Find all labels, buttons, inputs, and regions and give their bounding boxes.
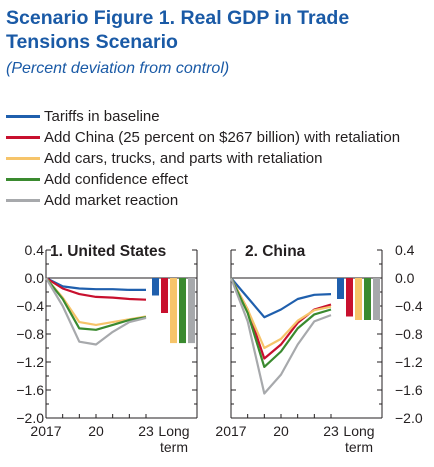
legend-label-cars: Add cars, trucks, and parts with retalia…: [44, 150, 323, 167]
y-tick-label-us: 0.0: [25, 270, 45, 286]
series-line-confidence-china: [230, 277, 332, 368]
legend-swatch-china: [6, 136, 40, 139]
legend-label-market: Add market reaction: [44, 192, 179, 209]
long-term-bar-china-us: [161, 278, 168, 313]
x-tick-label-term-china: term: [345, 439, 373, 455]
y-tick-label-us: −0.8: [16, 326, 44, 342]
y-tick-label-china: 0.4: [395, 242, 415, 258]
series-line-cars-china: [230, 277, 332, 350]
y-tick-label-china: −1.6: [395, 382, 423, 398]
x-tick-label-china: 20: [273, 423, 289, 439]
x-tick-label-long-china: Long: [343, 423, 374, 439]
legend-swatch-cars: [6, 157, 40, 160]
legend-swatch-market: [6, 199, 40, 202]
x-tick-label-term-us: term: [160, 439, 188, 455]
legend: Tariffs in baseline Add China (25 percen…: [6, 106, 434, 211]
series-line-tariffs-china: [230, 277, 332, 319]
legend-item-tariffs: Tariffs in baseline: [6, 106, 434, 127]
y-tick-label-us: −2.0: [16, 410, 44, 426]
long-term-bar-tariffs-china: [337, 278, 344, 299]
y-tick-label-us: 0.4: [25, 242, 45, 258]
series-line-market-china: [229, 277, 332, 395]
x-tick-label-long-us: Long: [158, 423, 189, 439]
long-term-bar-china-china: [346, 278, 353, 317]
legend-item-cars: Add cars, trucks, and parts with retalia…: [6, 148, 434, 169]
y-tick-label-us: −1.2: [16, 354, 44, 370]
x-tick-label-china: 2017: [215, 423, 246, 439]
legend-item-confidence: Add confidence effect: [6, 169, 434, 190]
x-tick-label-us: 20: [88, 423, 104, 439]
long-term-bar-confidence-china: [364, 278, 371, 320]
long-term-bar-confidence-us: [179, 278, 186, 344]
y-tick-label-china: −0.4: [395, 298, 423, 314]
series-line-market-us: [45, 277, 147, 346]
long-term-bar-market-us: [188, 278, 195, 344]
legend-swatch-tariffs: [6, 115, 40, 118]
chart-title: Scenario Figure 1. Real GDP in Trade Ten…: [6, 7, 350, 53]
chart-subtitle: (Percent deviation from control): [6, 60, 230, 77]
y-tick-label-china: −1.2: [395, 354, 423, 370]
legend-label-confidence: Add confidence effect: [44, 171, 188, 188]
x-tick-label-china: 23: [323, 423, 339, 439]
legend-label-tariffs: Tariffs in baseline: [44, 108, 160, 125]
y-tick-label-us: −0.4: [16, 298, 44, 314]
series-line-china-us: [45, 277, 147, 301]
legend-item-market: Add market reaction: [6, 190, 434, 211]
panel-title-us: 1. United States: [50, 243, 166, 260]
series-line-tariffs-us: [45, 277, 146, 291]
y-tick-label-us: −1.6: [16, 382, 44, 398]
x-tick-label-us: 2017: [30, 423, 61, 439]
long-term-bar-tariffs-us: [152, 278, 159, 296]
series-line-confidence-us: [45, 277, 147, 331]
y-tick-label-china: −2.0: [395, 410, 423, 426]
y-tick-label-china: −0.8: [395, 326, 423, 342]
panel-title-china: 2. China: [245, 243, 306, 260]
legend-item-china: Add China (25 percent on $267 billion) w…: [6, 127, 434, 148]
x-tick-label-us: 23: [138, 423, 154, 439]
long-term-bar-cars-us: [170, 278, 177, 344]
y-tick-label-china: 0.0: [395, 270, 415, 286]
long-term-bar-market-china: [373, 278, 380, 320]
legend-label-china: Add China (25 percent on $267 billion) w…: [44, 129, 401, 146]
legend-swatch-confidence: [6, 178, 40, 181]
long-term-bar-cars-china: [355, 278, 362, 320]
